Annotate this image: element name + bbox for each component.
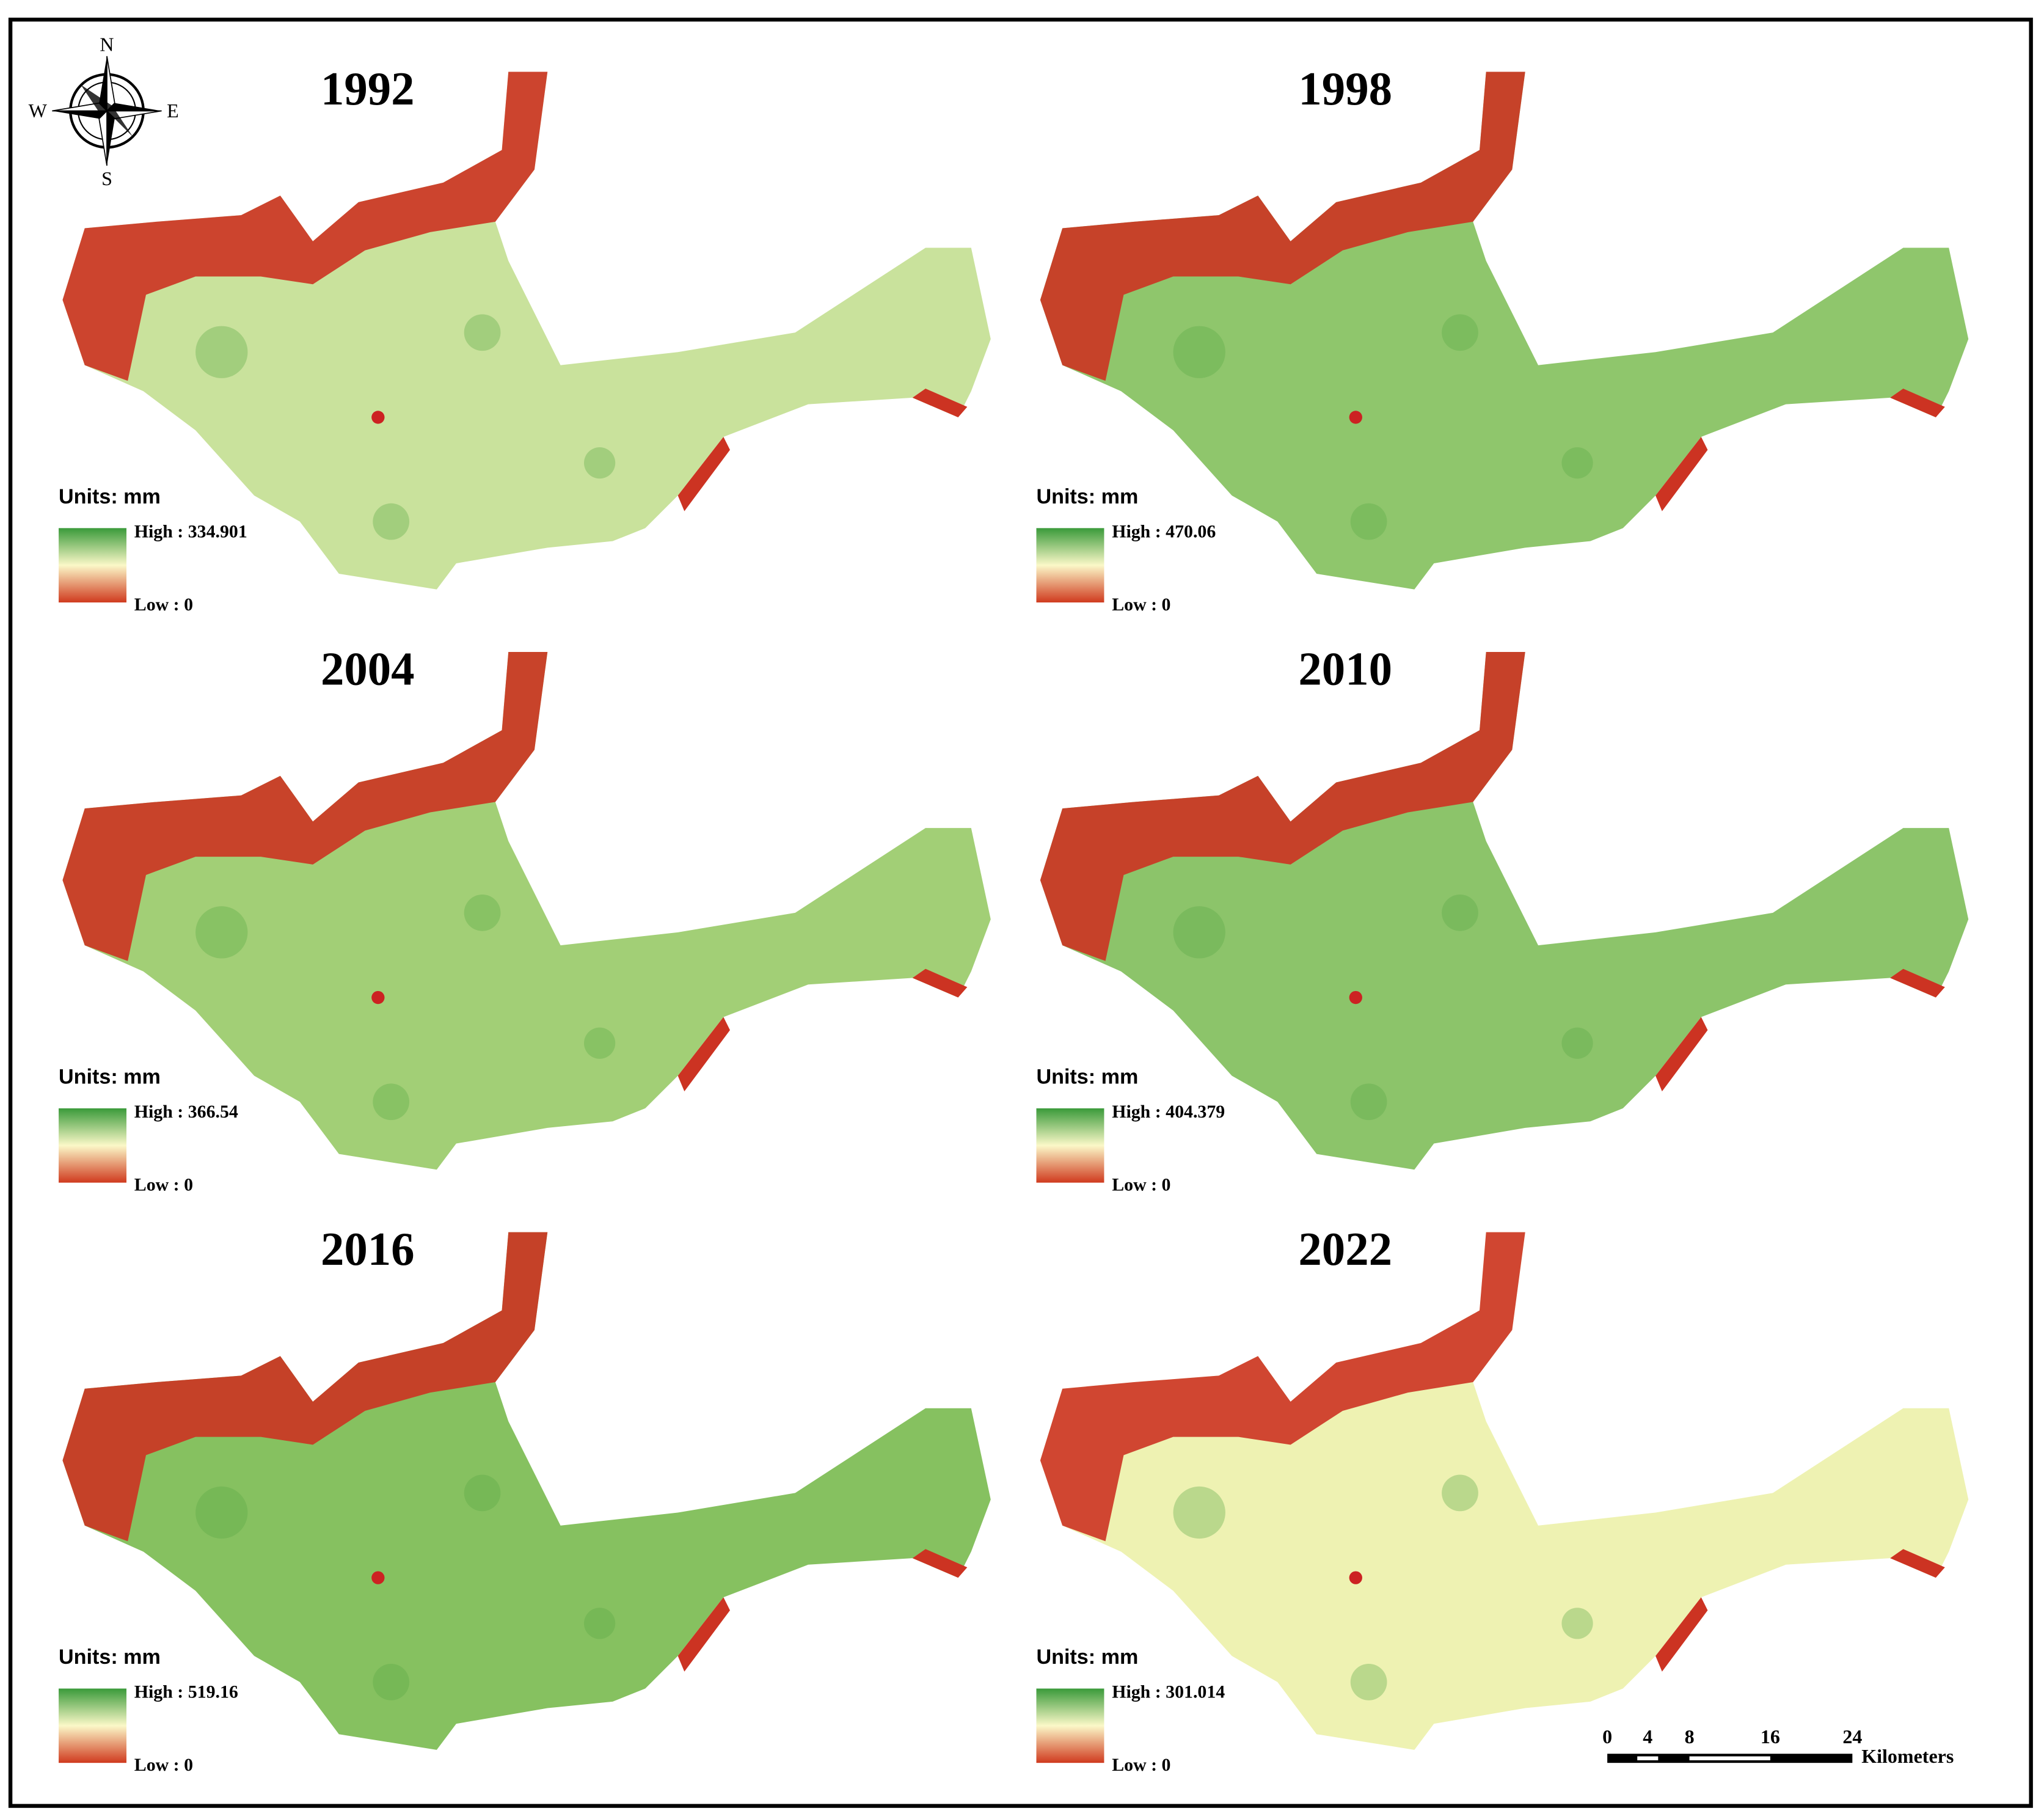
region-patch <box>373 1663 410 1700</box>
panel-title: 2016 <box>321 1223 415 1275</box>
scale-tick-label: 8 <box>1685 1726 1695 1748</box>
low-zone <box>1040 71 1525 381</box>
frame <box>8 17 2033 1808</box>
low-zone <box>62 1232 548 1542</box>
region-patch <box>373 503 410 540</box>
low-edge <box>1655 1549 1945 1672</box>
scale-unit: Kilometers <box>1861 1745 1954 1767</box>
region-patch <box>373 1083 410 1121</box>
legend-low: Low : 0 <box>1112 595 1170 615</box>
legend-low: Low : 0 <box>1112 1174 1170 1195</box>
region-patch <box>195 326 248 378</box>
low-edge <box>1655 968 1945 1092</box>
legend-ramp <box>1036 528 1104 602</box>
low-spot <box>371 1571 385 1584</box>
region-patch <box>195 1486 248 1539</box>
legend-ramp <box>59 1108 126 1183</box>
panel-title: 2022 <box>1298 1223 1392 1275</box>
region-patch <box>1350 1663 1387 1700</box>
scale-bar: Kilometers 0 4 8 16 24 <box>1602 1726 1954 1767</box>
scale-tick-label: 16 <box>1761 1726 1780 1748</box>
legend-high: High : 301.014 <box>1112 1682 1225 1702</box>
legend-high: High : 404.379 <box>1112 1102 1225 1122</box>
region-patch <box>1173 1486 1225 1539</box>
low-edge <box>677 1549 968 1672</box>
low-edge <box>1655 388 1945 511</box>
region-patch <box>1350 1083 1387 1121</box>
legend-ramp <box>1036 1688 1104 1763</box>
region <box>1040 1232 1969 1750</box>
legend-units: Units: mm <box>1036 1645 1138 1669</box>
region-patch <box>1350 503 1387 540</box>
scale-tick-label: 24 <box>1842 1726 1862 1748</box>
region-patch <box>1442 894 1478 931</box>
low-zone <box>62 652 548 961</box>
legend-ramp <box>59 528 126 602</box>
low-spot <box>371 990 385 1005</box>
low-spot <box>1349 990 1362 1005</box>
region-patch <box>1173 906 1225 959</box>
region <box>1040 652 1969 1170</box>
region-patch <box>464 894 501 931</box>
region <box>62 1232 991 1750</box>
map-panel: 1992 Units: mm High : 334.901 Low : 0 <box>59 63 991 615</box>
panel-title: 1992 <box>321 63 415 115</box>
low-edge <box>677 388 968 511</box>
low-spot <box>1349 411 1362 424</box>
map-panel: 2004 Units: mm High : 366.54 Low : 0 <box>59 643 991 1195</box>
region-patch <box>584 447 616 479</box>
region-patch <box>1442 314 1478 351</box>
low-zone <box>62 71 548 381</box>
region-patch <box>1442 1474 1478 1512</box>
legend-ramp <box>1036 1108 1104 1183</box>
region-patch <box>584 1608 616 1639</box>
legend-ramp <box>59 1688 126 1763</box>
legend-low: Low : 0 <box>134 1174 193 1195</box>
region-patch <box>1173 326 1225 378</box>
legend-high: High : 470.06 <box>1112 521 1216 541</box>
legend-low: Low : 0 <box>134 1755 193 1775</box>
region-patch <box>464 314 501 351</box>
legend-units: Units: mm <box>59 1645 161 1669</box>
legend-high: High : 366.54 <box>134 1102 238 1122</box>
region-patch <box>584 1027 616 1059</box>
scale-tick-label: 0 <box>1602 1726 1612 1748</box>
map-panel: 2016 Units: mm High : 519.16 Low : 0 <box>59 1223 991 1775</box>
compass-e: E <box>167 100 179 122</box>
map-panel: 2010 Units: mm High : 404.379 Low : 0 <box>1036 643 1969 1195</box>
legend-high: High : 334.901 <box>134 521 247 541</box>
region <box>62 71 991 590</box>
region-patch <box>195 906 248 959</box>
region-patch <box>1561 447 1593 479</box>
legend-low: Low : 0 <box>1112 1755 1170 1775</box>
legend-high: High : 519.16 <box>134 1682 238 1702</box>
map-panel: 1998 Units: mm High : 470.06 Low : 0 <box>1036 63 1969 615</box>
legend-units: Units: mm <box>1036 1065 1138 1088</box>
legend-units: Units: mm <box>59 1065 161 1088</box>
panel-title: 2004 <box>321 643 415 695</box>
low-zone <box>1040 652 1525 961</box>
region <box>62 652 991 1170</box>
low-spot <box>1349 1571 1362 1584</box>
scale-tick-label: 4 <box>1643 1726 1652 1748</box>
legend-units: Units: mm <box>59 485 161 508</box>
low-spot <box>371 411 385 424</box>
compass-n: N <box>100 33 114 55</box>
region <box>1040 71 1969 590</box>
panel-title: 1998 <box>1298 63 1392 115</box>
compass-s: S <box>101 167 112 189</box>
low-zone <box>1040 1232 1525 1542</box>
legend-low: Low : 0 <box>134 595 193 615</box>
region-patch <box>1561 1608 1593 1639</box>
region-patch <box>1561 1027 1593 1059</box>
low-edge <box>677 968 968 1092</box>
map-panel: 2022 Units: mm High : 301.014 Low : 0 <box>1036 1223 1969 1775</box>
region-patch <box>464 1474 501 1512</box>
legend-units: Units: mm <box>1036 485 1138 508</box>
compass-w: W <box>29 100 48 122</box>
panel-title: 2010 <box>1298 643 1392 695</box>
compass: N E S W <box>29 33 179 189</box>
